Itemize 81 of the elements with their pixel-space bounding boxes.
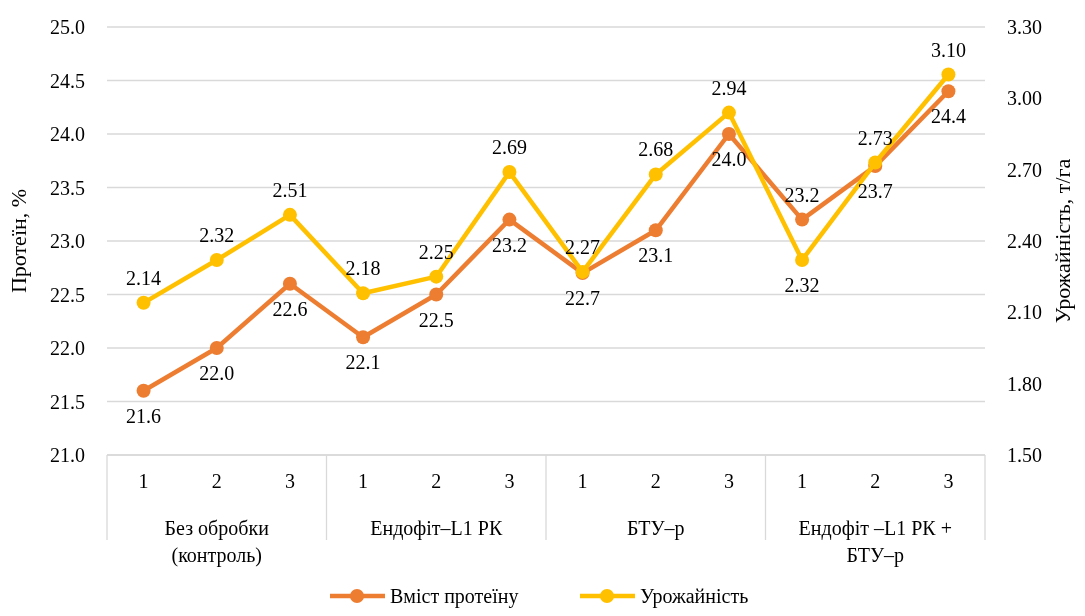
point [282, 207, 297, 222]
point [356, 330, 371, 345]
data-label: 21.6 [126, 404, 162, 427]
x-tick-label: 2 [211, 470, 222, 492]
text: Без обробки (контроль) [164, 517, 270, 567]
point [209, 253, 224, 268]
point [795, 253, 810, 268]
data-label: 24.4 [930, 105, 966, 128]
data-label: 22.6 [272, 297, 308, 320]
data-label: 2.14 [126, 266, 162, 289]
y-tick-label: 23.0 [50, 230, 85, 252]
point [209, 341, 224, 355]
x-tick-label: 3 [504, 470, 515, 492]
point [941, 84, 956, 99]
legend-label: Урожайність [640, 585, 749, 608]
data-label: 23.7 [857, 180, 893, 203]
data-label: 2.69 [491, 136, 527, 159]
data-label: 23.1 [638, 244, 674, 267]
data-label: 2.51 [272, 178, 308, 201]
data-label: 22.7 [565, 287, 601, 310]
point [941, 67, 956, 82]
x-tick-label: 2 [870, 470, 881, 492]
data-label: 2.32 [784, 274, 820, 297]
x-tick-label: 1 [358, 470, 369, 492]
y2-tick-label: 3.00 [1007, 87, 1042, 110]
y-tick-label: 21.5 [50, 390, 85, 413]
point [429, 287, 444, 302]
point [502, 165, 517, 180]
x-tick-label: 1 [797, 470, 808, 492]
data-label: 23.2 [784, 183, 820, 206]
data-label: 2.68 [638, 138, 674, 161]
point [721, 127, 736, 141]
data-label: 2.18 [345, 257, 381, 280]
x-tick-label: 1 [138, 470, 149, 492]
point [648, 167, 663, 182]
y2-tick-label: 1.50 [1007, 444, 1042, 466]
data-label: 2.73 [857, 126, 893, 149]
y-tick-label: 24.5 [50, 69, 85, 92]
y2-tick-label: 1.80 [1007, 372, 1042, 395]
data-label: 2.27 [565, 235, 601, 258]
point [429, 269, 444, 284]
y2-tick-label: 2.70 [1007, 158, 1042, 181]
y-tick-label: 21.0 [50, 444, 85, 466]
point [721, 105, 736, 120]
y-tick-label: 25.0 [50, 16, 85, 38]
data-label: 2.25 [418, 240, 454, 263]
data-label: 2.32 [199, 224, 235, 247]
point [136, 295, 151, 310]
data-label: 22.1 [345, 351, 381, 374]
y-tick-label: 24.0 [50, 123, 85, 145]
x-tick-label: 1 [577, 470, 588, 492]
y-tick-label: 22.5 [50, 283, 85, 306]
data-label: 22.0 [199, 362, 235, 384]
data-label: 3.10 [930, 38, 966, 61]
y2-axis-title: Урожайність, т/га [1050, 158, 1075, 324]
point [795, 212, 810, 227]
y2-tick-label: 2.40 [1007, 230, 1042, 252]
y2-tick-label: 3.30 [1007, 16, 1042, 38]
point [136, 383, 151, 398]
point [356, 286, 371, 301]
x-tick-label: 2 [650, 470, 661, 492]
point [868, 155, 883, 170]
y-axis-title: Протеїн, % [6, 188, 31, 294]
text: БТУ–р [626, 517, 685, 540]
data-label: 22.5 [418, 308, 454, 331]
y-tick-label: 22.0 [50, 337, 85, 359]
data-label: 23.2 [491, 233, 527, 256]
x-tick-label: 2 [431, 470, 442, 492]
text: Ендофіт–L1 РК [370, 517, 503, 540]
x-tick-label: 3 [723, 470, 734, 492]
text: Ендофіт –L1 РК + БТУ–р [798, 517, 952, 567]
x-tick-label: 3 [284, 470, 295, 492]
legend-label: Вміст протеїну [390, 585, 519, 608]
x-tick-label: 3 [943, 470, 954, 492]
point [502, 212, 517, 227]
data-label: 2.94 [711, 76, 747, 99]
y2-tick-label: 2.10 [1007, 301, 1042, 324]
data-label: 24.0 [711, 148, 747, 170]
point [648, 223, 663, 238]
point [282, 276, 297, 291]
y-tick-label: 23.5 [50, 176, 85, 199]
